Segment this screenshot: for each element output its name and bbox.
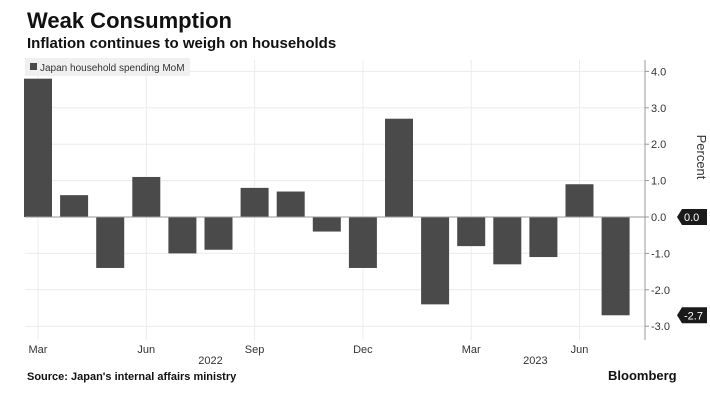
bar [168,217,197,254]
y-tick-label: 4.0 [651,66,666,78]
x-tick-label: Jun [571,344,589,356]
y-tick-label: 0.0 [651,212,666,224]
bar [565,184,594,217]
y-tick-label: 2.0 [651,139,666,151]
x-tick-label: Mar [29,344,48,356]
legend-swatch [30,63,37,70]
x-tick-label: Dec [353,344,373,356]
chart-title: Weak Consumption [27,8,232,33]
x-tick-label: Sep [245,344,265,356]
value-callout [677,307,707,324]
y-tick-label: 3.0 [651,103,666,115]
y-axis-label: Percent [694,135,709,180]
value-callout-label: -2.7 [684,310,703,322]
value-callout-label: 0.0 [684,212,699,224]
bar [529,217,558,258]
legend-label: Japan household spending MoM [40,63,185,74]
bloomberg-logo: Bloomberg [608,368,677,383]
chart-subtitle: Inflation continues to weigh on househol… [27,35,337,52]
bar [348,217,377,268]
source-note: Source: Japan's internal affairs ministr… [27,371,237,383]
bar [385,118,413,217]
bar [60,195,89,217]
y-tick-label: -3.0 [651,321,670,333]
year-label: 2022 [198,355,222,367]
bar [240,187,269,217]
bar [312,217,341,232]
x-tick-label: Jun [137,344,155,356]
bar [96,217,125,268]
bar [601,217,630,316]
y-tick-label: 1.0 [651,176,666,188]
y-tick-label: -1.0 [651,248,670,260]
value-callout [677,209,707,225]
bar [457,217,486,247]
x-tick-label: Mar [462,344,481,356]
bar [204,217,233,250]
legend-box [25,58,190,76]
bar [132,176,161,217]
bar [421,217,450,305]
year-label: 2023 [523,355,547,367]
bar [493,217,522,265]
y-tick-label: -2.0 [651,285,670,297]
bar [276,191,305,217]
bar [24,78,52,218]
